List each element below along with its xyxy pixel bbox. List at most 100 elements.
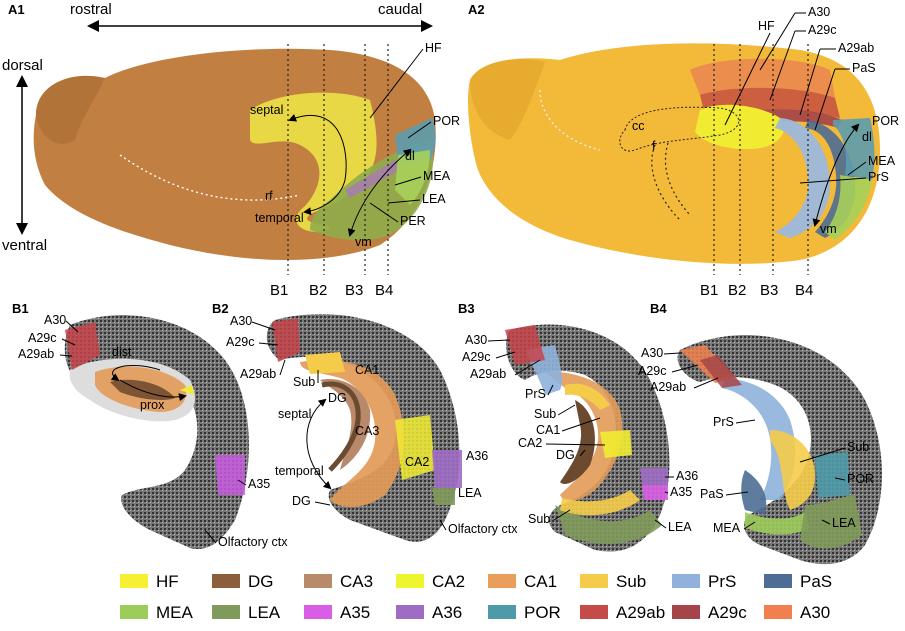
b3-a29ab-label: A29ab bbox=[470, 367, 506, 381]
b3-a36-label: A36 bbox=[676, 469, 698, 483]
panel-a2: A2 B1 B2 B3 B4 HF A30 A29c A29ab bbox=[467, 2, 899, 299]
legend-swatch-ca2 bbox=[396, 574, 424, 588]
b3-a35-region bbox=[642, 485, 668, 500]
a1-temporal-label: temporal bbox=[255, 211, 304, 225]
b4-por-leader bbox=[834, 477, 846, 481]
b2-a30-leader bbox=[251, 321, 276, 331]
b3-ca1-label: CA1 bbox=[536, 423, 560, 437]
a1-hf-label: HF bbox=[425, 41, 442, 55]
b3-a29ab-leader bbox=[514, 359, 541, 376]
b2-lea-label: LEA bbox=[458, 486, 482, 500]
b2-sub-label: Sub bbox=[293, 375, 315, 389]
b1-dist-label: dist bbox=[112, 345, 132, 359]
b3-a30-leader bbox=[487, 339, 511, 342]
dorsal-label: dorsal bbox=[2, 57, 43, 74]
a2-a29ab-label: A29ab bbox=[838, 41, 874, 55]
a2-dl-vm-arrow bbox=[812, 123, 860, 227]
legend-label-a36: A36 bbox=[432, 603, 462, 622]
b2-sub-region bbox=[305, 352, 345, 374]
panel-label-b1: B1 bbox=[12, 301, 29, 316]
a1-vm-label: vm bbox=[355, 235, 372, 249]
a2-prs-label: PrS bbox=[868, 170, 889, 184]
legend-label-ca2: CA2 bbox=[432, 572, 465, 591]
a1-cut-label-b4: B4 bbox=[375, 282, 393, 299]
b3-dg-leader bbox=[579, 449, 586, 457]
legend-label-a30: A30 bbox=[800, 603, 830, 622]
b1-a30-label: A30 bbox=[44, 313, 66, 327]
a2-a30-leader-2 bbox=[759, 12, 796, 71]
b2-a36-label: A36 bbox=[466, 449, 488, 463]
legend: HF DG CA3 CA2 CA1 Sub PrS PaS MEA LEA A35 A36 POR A29… bbox=[120, 572, 832, 622]
a1-cut-label-b2: B2 bbox=[309, 282, 327, 299]
b2-dg2-leader bbox=[314, 501, 331, 506]
b2-a36-region bbox=[432, 450, 462, 488]
legend-label-lea: LEA bbox=[248, 603, 281, 622]
legend-swatch-a30 bbox=[764, 605, 792, 619]
legend-label-a29ab: A29ab bbox=[616, 603, 665, 622]
a2-cut-label-b3: B3 bbox=[760, 282, 778, 299]
b4-lea-region bbox=[800, 495, 862, 549]
legend-swatch-prs bbox=[672, 574, 700, 588]
a2-a30-region bbox=[690, 58, 835, 98]
b4-pas-region bbox=[741, 470, 767, 515]
a2-a30-label: A30 bbox=[808, 5, 830, 19]
b2-section bbox=[266, 314, 460, 542]
a2-a29ab-leader-2 bbox=[799, 48, 821, 116]
b3-prs-leader bbox=[547, 384, 554, 396]
legend-swatch-lea bbox=[212, 605, 240, 619]
b1-prox-label: prox bbox=[140, 398, 165, 412]
a1-septal-temporal-arrow bbox=[288, 114, 347, 216]
b3-dg-label: DG bbox=[556, 448, 575, 462]
a1-per-leader bbox=[369, 202, 399, 223]
b2-ca3-label: CA3 bbox=[355, 424, 379, 438]
b1-a29c-label: A29c bbox=[28, 331, 57, 345]
b1-a35-label: A35 bbox=[248, 477, 270, 491]
b1-a35-leader bbox=[237, 479, 247, 486]
a2-fornix-2 bbox=[664, 142, 691, 216]
rostral-label: rostral bbox=[70, 1, 112, 18]
legend-swatch-pas bbox=[764, 574, 792, 588]
b3-lea-leader bbox=[654, 519, 667, 529]
legend-swatch-dg bbox=[212, 574, 240, 588]
a2-pas-leader-2 bbox=[814, 68, 836, 131]
b4-a29-region bbox=[700, 355, 742, 388]
legend-label-a35: A35 bbox=[340, 603, 370, 622]
a1-lea-label: LEA bbox=[422, 192, 446, 206]
legend-label-mea: MEA bbox=[156, 603, 194, 622]
b4-lea-leader bbox=[821, 519, 831, 525]
b3-a35-label: A35 bbox=[670, 485, 692, 499]
b2-septal-label: septal bbox=[278, 407, 311, 421]
b4-prs-leader bbox=[735, 419, 756, 424]
a2-dl-label: dl bbox=[862, 130, 872, 144]
b1-dg-region bbox=[110, 379, 175, 400]
a2-hf-label: HF bbox=[758, 19, 775, 33]
b2-a29ab-leader bbox=[279, 359, 286, 376]
b1-ca2-region bbox=[180, 385, 194, 395]
a2-prs-leader bbox=[799, 177, 867, 184]
a1-septal-label: septal bbox=[250, 103, 283, 117]
a2-hf-region bbox=[695, 104, 784, 150]
a2-a29ab-region bbox=[760, 109, 842, 128]
a2-cc-outline bbox=[619, 106, 740, 152]
caudal-label: caudal bbox=[378, 1, 422, 18]
b4-mea-label: MEA bbox=[713, 521, 741, 535]
b1-a30-leader bbox=[65, 320, 79, 333]
b1-a29ab-label: A29ab bbox=[18, 347, 54, 361]
a2-a29c-leader-2 bbox=[769, 30, 796, 101]
b3-a29c-label: A29c bbox=[462, 350, 491, 364]
b4-mea-leader bbox=[743, 521, 756, 530]
b3-sub2-leader bbox=[553, 509, 571, 521]
b3-sub1-label: Sub bbox=[534, 407, 556, 421]
a2-a29c-label: A29c bbox=[808, 23, 837, 37]
a1-por-label: POR bbox=[433, 114, 460, 128]
legend-label-prs: PrS bbox=[708, 572, 736, 591]
b3-retrosplenial-region bbox=[505, 325, 545, 365]
a1-rhinal-fissure bbox=[119, 154, 301, 201]
b3-lea-region bbox=[555, 505, 662, 544]
b2-ca1-label: CA1 bbox=[355, 363, 379, 377]
a2-pas-label: PaS bbox=[852, 61, 876, 75]
b2-septal-temporal-arrow bbox=[306, 398, 332, 490]
legend-swatch-sub bbox=[580, 574, 608, 588]
a1-cut-label-b1: B1 bbox=[270, 282, 288, 299]
panel-label-b3: B3 bbox=[458, 301, 475, 316]
